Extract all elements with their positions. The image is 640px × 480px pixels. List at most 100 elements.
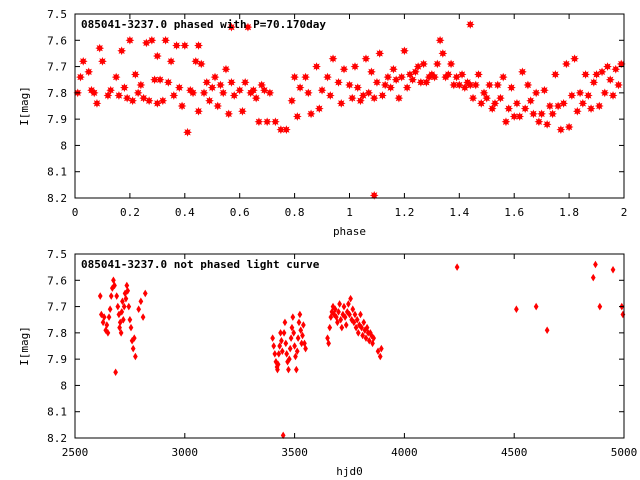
unphased-data-point bbox=[327, 323, 333, 332]
phased-data-point bbox=[435, 35, 445, 45]
unphased-y-axis-label: I[mag] bbox=[18, 326, 31, 366]
phased-data-point bbox=[142, 38, 151, 48]
unphased-data-point bbox=[126, 302, 132, 311]
x-tick-label: 0.6 bbox=[230, 206, 250, 219]
unphased-data-point bbox=[375, 347, 381, 356]
x-tick-label: 0 bbox=[72, 206, 79, 219]
phased-data-point bbox=[240, 77, 250, 87]
unphased-data-point bbox=[354, 315, 360, 324]
phased-data-point bbox=[567, 91, 577, 100]
unphased-data-point bbox=[112, 281, 117, 290]
phased-data-point bbox=[400, 46, 409, 56]
phased-data-point bbox=[196, 59, 206, 69]
phased-data-point bbox=[155, 75, 165, 85]
phased-data-point bbox=[139, 93, 148, 103]
phased-chart-title: 085041-3237.0 phased with P=70.170day bbox=[81, 18, 326, 31]
phased-data-point bbox=[419, 59, 428, 69]
unphased-data-point bbox=[133, 352, 138, 361]
unphased-data-point bbox=[377, 352, 383, 361]
phased-data-point bbox=[509, 112, 519, 121]
phased-data-point bbox=[76, 72, 85, 82]
unphased-data-point bbox=[107, 305, 113, 313]
x-tick-label: 5000 bbox=[611, 446, 638, 459]
phased-data-point bbox=[114, 91, 124, 100]
phased-data-point bbox=[84, 67, 94, 77]
unphased-data-point bbox=[280, 431, 286, 440]
phased-data-point bbox=[136, 80, 146, 90]
unphased-data-point bbox=[350, 305, 356, 313]
unphased-data-point bbox=[298, 326, 304, 334]
phased-data-point bbox=[372, 77, 382, 87]
unphased-data-point bbox=[533, 302, 539, 311]
phased-data-point bbox=[169, 91, 179, 100]
unphased-data-point bbox=[101, 313, 107, 321]
phased-data-point bbox=[260, 85, 269, 95]
unphased-data-point bbox=[272, 350, 278, 358]
phased-data-point bbox=[334, 77, 343, 87]
phased-data-point bbox=[249, 85, 258, 95]
unphased-data-points bbox=[97, 260, 626, 440]
unphased-data-point bbox=[130, 344, 136, 353]
x-tick-label: 0.8 bbox=[285, 206, 305, 219]
unphased-data-point bbox=[100, 318, 106, 327]
phased-data-point bbox=[150, 75, 159, 85]
unphased-data-point bbox=[325, 334, 330, 342]
phased-data-point bbox=[380, 80, 390, 90]
phased-data-point bbox=[358, 91, 368, 100]
unphased-data-point bbox=[294, 347, 300, 356]
phased-data-point bbox=[471, 80, 481, 90]
x-tick-label: 1 bbox=[346, 206, 353, 219]
unphased-data-point bbox=[123, 294, 129, 303]
unphased-data-point bbox=[118, 329, 124, 337]
unphased-data-point bbox=[335, 318, 340, 327]
phased-data-point bbox=[339, 64, 349, 74]
phased-y-ticks: 7.5 7.6 7.7 7.8 7.9 8 8.1 8.2 bbox=[47, 8, 624, 205]
phased-data-point bbox=[111, 72, 121, 82]
phased-data-point bbox=[369, 93, 379, 103]
unphased-data-point bbox=[361, 318, 367, 327]
phased-data-point bbox=[163, 77, 173, 87]
y-tick-label: 7.8 bbox=[47, 327, 67, 340]
phased-data-point bbox=[183, 127, 192, 137]
phased-data-point bbox=[443, 70, 453, 79]
unphased-data-point bbox=[125, 287, 131, 295]
unphased-data-point bbox=[127, 315, 133, 324]
phased-data-point bbox=[592, 70, 601, 79]
unphased-data-point bbox=[343, 321, 349, 329]
phased-data-point bbox=[78, 56, 88, 66]
phased-data-point bbox=[586, 104, 596, 113]
phased-data-point bbox=[556, 125, 566, 135]
unphased-data-point bbox=[353, 323, 359, 332]
unphased-data-point bbox=[279, 347, 285, 356]
phased-data-point bbox=[386, 83, 396, 92]
unphased-data-point bbox=[294, 365, 299, 374]
unphased-data-point bbox=[338, 315, 344, 324]
phased-data-point bbox=[262, 117, 272, 127]
phased-data-point bbox=[161, 35, 170, 45]
unphased-data-point bbox=[271, 342, 277, 350]
unphased-data-point bbox=[113, 368, 118, 377]
phased-data-point bbox=[561, 59, 571, 69]
phased-data-point bbox=[501, 117, 511, 127]
unphased-data-point bbox=[119, 308, 125, 316]
phased-data-point bbox=[328, 54, 338, 64]
phased-data-point bbox=[545, 101, 555, 111]
phased-data-point bbox=[353, 83, 363, 92]
phased-data-point bbox=[460, 83, 470, 92]
phased-data-point bbox=[540, 85, 549, 95]
unphased-data-point bbox=[300, 331, 305, 340]
phased-data-point bbox=[551, 70, 560, 79]
phased-data-point bbox=[416, 77, 426, 87]
unphased-data-point bbox=[284, 350, 290, 358]
phased-data-point bbox=[474, 70, 483, 79]
phased-data-point bbox=[144, 96, 154, 106]
phased-data-point bbox=[199, 88, 209, 98]
unphased-data-point bbox=[115, 302, 121, 311]
unphased-data-point bbox=[277, 342, 283, 350]
phased-data-point bbox=[603, 62, 612, 71]
phased-data-point bbox=[131, 70, 140, 79]
unphased-data-point bbox=[363, 334, 369, 342]
phased-data-point bbox=[92, 99, 102, 108]
x-tick-label: 1.2 bbox=[394, 206, 414, 219]
phased-data-point bbox=[306, 109, 316, 119]
